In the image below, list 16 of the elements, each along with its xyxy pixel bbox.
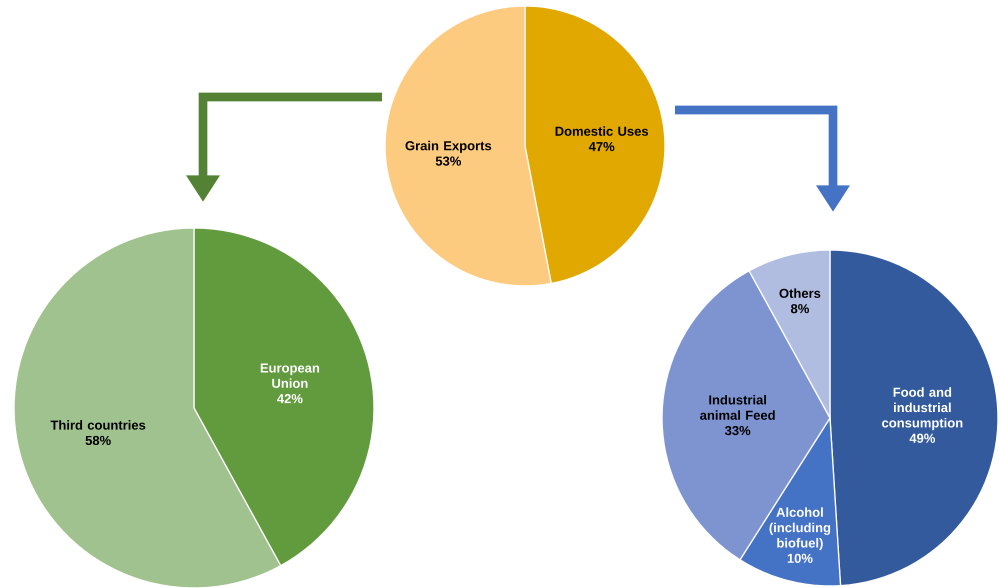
data-label: 49% <box>910 434 936 443</box>
data-label: 47% <box>588 142 614 152</box>
data-label: 58% <box>86 436 111 446</box>
slice-label: Alcohol (including biofuel) <box>770 507 830 550</box>
slice-label: Others <box>780 288 820 298</box>
data-label: 53% <box>436 156 462 166</box>
data-label: 10% <box>788 554 813 563</box>
slice-label: Food and industrial consumption <box>882 387 962 430</box>
slice-label: Industrial animal Feed <box>700 394 775 420</box>
slice-label: Third countries <box>50 420 146 430</box>
slice-label: European Union <box>260 364 320 388</box>
data-label: 33% <box>724 426 750 436</box>
data-label: 42% <box>277 394 303 404</box>
slice-label: Grain Exports <box>406 140 492 153</box>
data-label: 8% <box>790 304 809 314</box>
slice-label: Domestic Uses <box>556 126 648 136</box>
